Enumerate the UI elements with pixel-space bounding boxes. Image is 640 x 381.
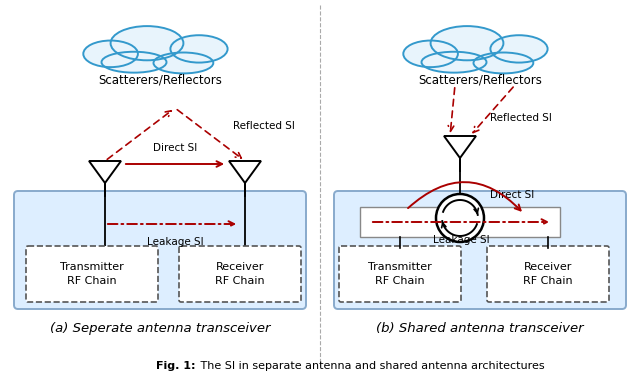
Text: Transmitter
RF Chain: Transmitter RF Chain <box>368 262 432 286</box>
Ellipse shape <box>170 35 228 62</box>
Text: Leakage SI: Leakage SI <box>147 237 204 247</box>
FancyBboxPatch shape <box>334 191 626 309</box>
Text: Scatterers/Reflectors: Scatterers/Reflectors <box>418 74 542 86</box>
Ellipse shape <box>83 40 138 67</box>
FancyBboxPatch shape <box>339 246 461 302</box>
FancyBboxPatch shape <box>179 246 301 302</box>
Ellipse shape <box>431 26 504 60</box>
Text: Leakage SI: Leakage SI <box>433 235 490 245</box>
Text: Reflected SI: Reflected SI <box>490 113 552 123</box>
Text: The SI in separate antenna and shared antenna architectures: The SI in separate antenna and shared an… <box>197 361 545 371</box>
Text: Reflected SI: Reflected SI <box>233 121 295 131</box>
Ellipse shape <box>474 53 533 74</box>
Circle shape <box>436 194 484 242</box>
Text: Direct SI: Direct SI <box>153 143 197 153</box>
Ellipse shape <box>490 35 548 62</box>
Text: Fig. 1:: Fig. 1: <box>156 361 195 371</box>
Text: Scatterers/Reflectors: Scatterers/Reflectors <box>98 74 222 86</box>
Text: Direct SI: Direct SI <box>490 190 534 200</box>
Ellipse shape <box>154 53 213 74</box>
Ellipse shape <box>403 40 458 67</box>
Ellipse shape <box>422 52 486 73</box>
FancyBboxPatch shape <box>487 246 609 302</box>
FancyBboxPatch shape <box>14 191 306 309</box>
Text: (b) Shared antenna transceiver: (b) Shared antenna transceiver <box>376 322 584 335</box>
Ellipse shape <box>111 26 184 60</box>
FancyBboxPatch shape <box>360 207 560 237</box>
Text: Receiver
RF Chain: Receiver RF Chain <box>523 262 573 286</box>
Ellipse shape <box>102 52 166 73</box>
Text: Receiver
RF Chain: Receiver RF Chain <box>215 262 265 286</box>
Text: (a) Seperate antenna transceiver: (a) Seperate antenna transceiver <box>50 322 270 335</box>
Text: Transmitter
RF Chain: Transmitter RF Chain <box>60 262 124 286</box>
FancyBboxPatch shape <box>26 246 158 302</box>
